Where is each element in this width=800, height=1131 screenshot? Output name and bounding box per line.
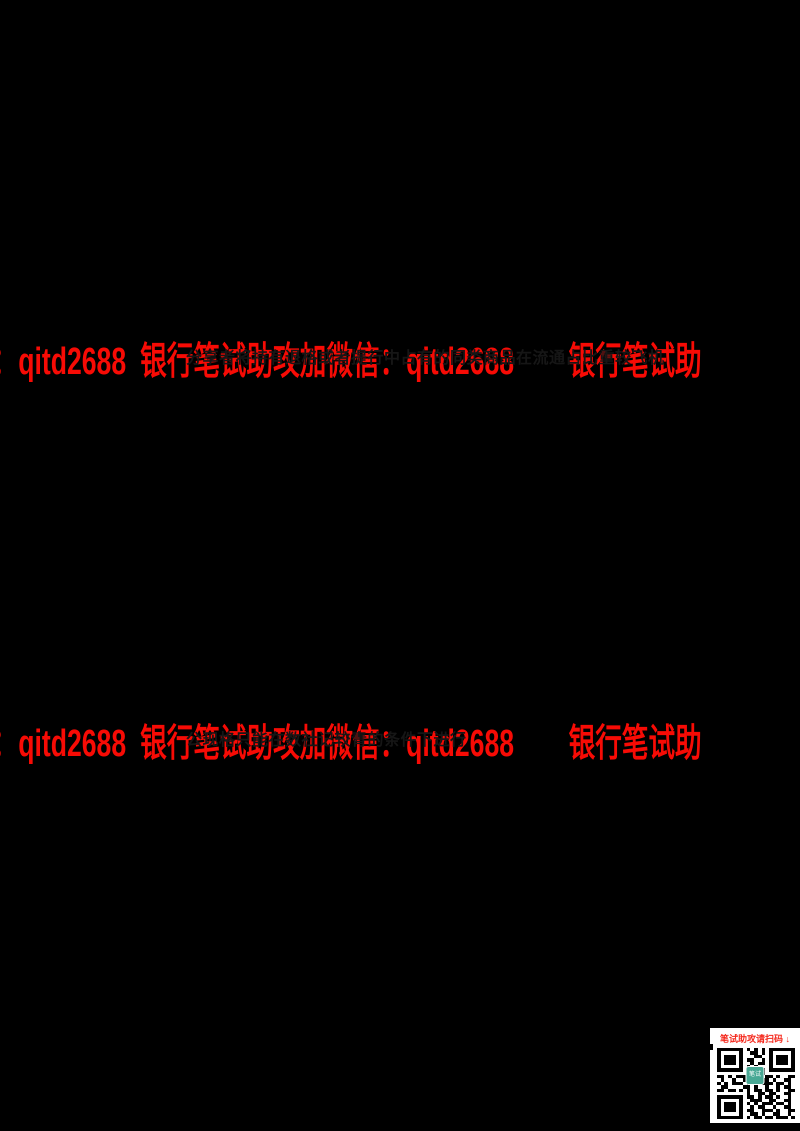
watermark-band-2: ：qitd2688 银行笔试助攻加微信：qitd2688 银行笔试助 — [0, 722, 800, 766]
watermark-text-right: 银行笔试助 — [568, 341, 702, 383]
qr-caption: 笔试助攻请扫码 ↓ — [719, 1034, 790, 1044]
watermark-text-tail: ：qitd2688 — [0, 723, 127, 765]
watermark-text-full: 银行笔试助攻加微信：qitd2688 — [140, 723, 515, 765]
redaction-dash — [700, 1044, 713, 1050]
qr-center-logo-icon: 笔试 — [745, 1066, 765, 1085]
watermark-text-tail: ：qitd2688 — [0, 341, 127, 383]
watermark-band-1: ：qitd2688 银行笔试助攻加微信：qitd2688 银行笔试助 — [0, 340, 800, 384]
qr-code — [717, 1048, 795, 1119]
document-text-fragment-2: 公现格只能在数社记较青的条件下进行 — [186, 732, 467, 749]
watermark-text-full: 银行笔试助攻加微信：qitd2688 — [140, 341, 515, 383]
qr-panel: 笔试助攻请扫码 ↓ 笔试 — [710, 1028, 800, 1123]
watermark-text-right: 银行笔试助 — [568, 723, 702, 765]
document-text-fragment-1: 分享者将持有退格或者提行中占有的同类商品在流通占比重较飞机 — [186, 350, 665, 367]
